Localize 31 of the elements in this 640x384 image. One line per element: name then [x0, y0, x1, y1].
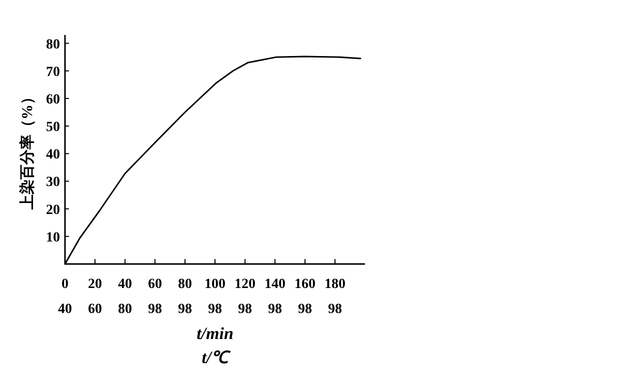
x-tick-label: 40: [118, 277, 132, 292]
y-axis-title: 上染百分率（%）: [18, 90, 36, 210]
y-tick-label: 30: [46, 175, 60, 190]
x-tick-label: 60: [148, 277, 162, 292]
x-axis-title: t/min: [196, 324, 234, 343]
text: 98: [208, 302, 222, 317]
y-tick-label: 20: [46, 202, 60, 218]
y-tick-label: 50: [46, 120, 60, 136]
text: t/℃: [202, 348, 232, 367]
x-tick-label: 160: [294, 277, 316, 292]
y-tick-label: 40: [46, 148, 60, 163]
text: 60: [88, 302, 102, 317]
text: 40: [58, 302, 72, 317]
y-tick-label: 70: [46, 64, 60, 80]
text: 98: [268, 302, 282, 317]
text: 98: [298, 302, 312, 317]
text: 80: [118, 302, 132, 317]
text: 98: [238, 302, 252, 317]
x-tick-label: 120: [234, 277, 256, 292]
x-tick-label: 100: [204, 277, 226, 292]
text: 98: [178, 302, 192, 317]
x-tick-label: 20: [88, 277, 102, 292]
x-tick-label: 0: [62, 277, 68, 292]
y-tick-label: 60: [46, 92, 60, 108]
x-tick-label: 140: [264, 277, 286, 292]
text: 98: [148, 302, 162, 317]
x-tick-label: 180: [324, 277, 346, 292]
y-tick-label: 10: [46, 230, 60, 246]
x-tick-label: 80: [178, 277, 192, 292]
text: 98: [328, 302, 342, 317]
y-tick-label: 80: [46, 37, 60, 52]
